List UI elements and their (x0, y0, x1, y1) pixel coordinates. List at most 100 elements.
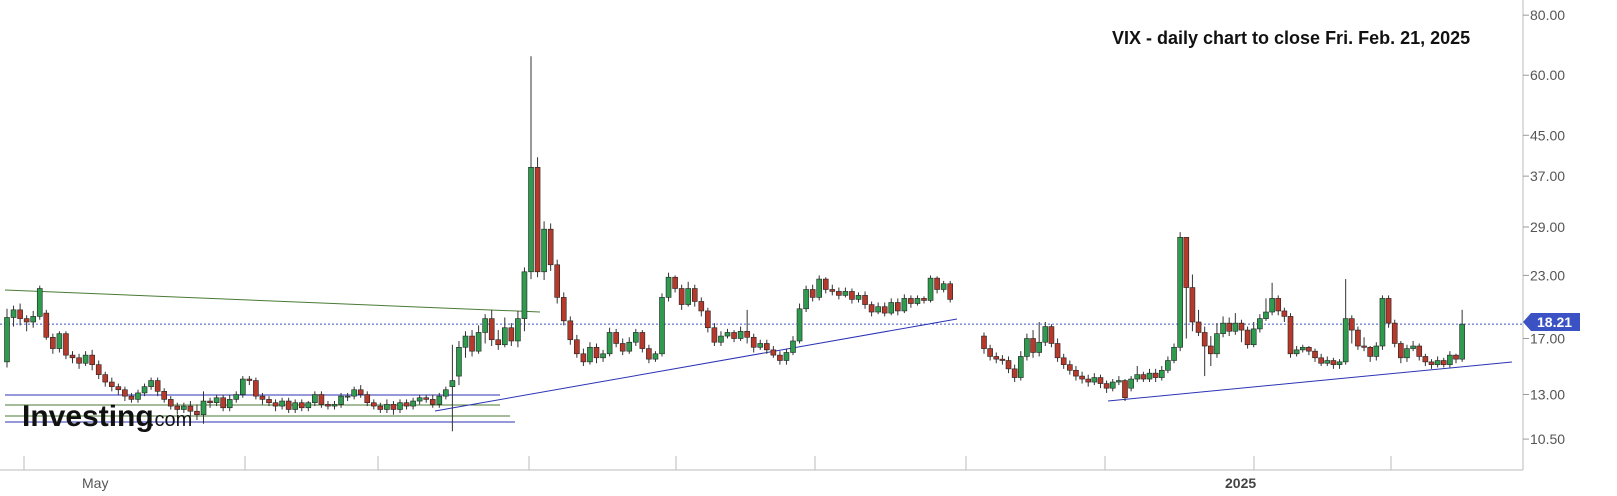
candle-body (1208, 345, 1214, 355)
candle-body (1299, 346, 1306, 351)
candle-body (449, 380, 456, 387)
y-tick-label: 60.00 (1530, 67, 1565, 83)
candle-body (410, 400, 416, 407)
candle-body (501, 327, 508, 346)
candle-body (1152, 372, 1159, 378)
candle-body (1355, 329, 1361, 347)
candle-body (1238, 322, 1245, 331)
candle-body (587, 346, 593, 363)
candle-body (652, 353, 659, 360)
candle-body (443, 389, 449, 397)
candle-body (737, 330, 744, 339)
candle-body (148, 380, 154, 387)
y-tick-labels: 80.00 60.00 45.00 37.00 29.00 23.00 17.00 13.00… (1523, 7, 1565, 447)
candle-body (862, 295, 868, 305)
candle-body (370, 402, 377, 407)
candle-body (1361, 345, 1367, 348)
candle-body (790, 340, 796, 353)
candle-body (626, 341, 633, 352)
candle-body (1257, 318, 1263, 330)
candle-body (1030, 338, 1036, 353)
candle-body (266, 399, 272, 404)
candle-body (357, 389, 364, 395)
candle-body (1336, 361, 1343, 365)
candle-body (987, 348, 993, 357)
candle-body (1146, 372, 1153, 380)
candle-body (4, 317, 10, 363)
candle-body (325, 404, 331, 407)
x-label-2025: 2025 (1225, 475, 1256, 491)
y-tick-label: 45.00 (1530, 127, 1565, 143)
candle-body (1042, 326, 1049, 343)
candle-body (56, 333, 63, 349)
candle-body (724, 332, 731, 337)
candle-body (167, 399, 174, 407)
candle-body (253, 380, 259, 397)
candle-body (632, 332, 639, 343)
candle-body (1048, 326, 1055, 344)
candle-body (344, 395, 351, 398)
candle-body (1398, 343, 1404, 359)
candle-body (1342, 318, 1349, 363)
candle-body (1011, 368, 1018, 378)
candle-body (993, 356, 1000, 360)
candle-body (305, 402, 312, 409)
last-price-badge (1523, 313, 1580, 331)
candle-body (1017, 356, 1024, 378)
candle-body (1287, 316, 1294, 355)
candle-body (377, 405, 384, 410)
candle-body (711, 327, 718, 343)
candle-body (226, 399, 233, 409)
y-tick-label: 10.50 (1530, 431, 1565, 447)
candle-body (488, 318, 495, 341)
candle-body (194, 410, 200, 416)
candle-body (1404, 348, 1410, 359)
candle-body (613, 332, 619, 344)
candle-body (1391, 322, 1398, 344)
candle-body (200, 400, 207, 416)
candle-body (822, 278, 829, 290)
uptrend-line-2024 (434, 318, 958, 412)
candle-body (1349, 318, 1355, 331)
candle-body (1416, 345, 1423, 357)
candle-body (914, 298, 921, 304)
candle-body (1269, 298, 1275, 313)
candle-body (30, 316, 37, 323)
candle-body (731, 332, 737, 339)
candle-body (1140, 374, 1147, 380)
candle-body (927, 277, 934, 301)
candle-body (1183, 237, 1190, 288)
candle-body (757, 343, 764, 348)
candle-body (560, 297, 567, 322)
last-price-value: 18.21 (1537, 314, 1572, 330)
time-axis: May 2025 (0, 456, 1523, 491)
candle-body (174, 405, 181, 410)
candle-body (606, 332, 613, 355)
y-tick-label: 17.00 (1530, 331, 1565, 347)
candle-body (685, 288, 692, 305)
candle-body (1085, 378, 1092, 383)
candle-body (783, 352, 790, 361)
candle-body (1250, 328, 1257, 346)
candle-body (233, 394, 240, 400)
candle-body (1024, 338, 1030, 357)
candle-body (390, 404, 397, 410)
candle-body (947, 283, 954, 300)
candle-body (1244, 329, 1251, 346)
candle-body (1201, 332, 1208, 347)
candle-body (580, 353, 587, 363)
candle-body (816, 278, 823, 298)
candle-body (1067, 364, 1073, 371)
candle-body (1306, 346, 1312, 352)
candle-body (1079, 375, 1085, 380)
candle-body (495, 339, 502, 346)
candle-body (1177, 237, 1183, 348)
candle-body (1226, 322, 1232, 332)
candle-body (1097, 377, 1104, 384)
candle-body (10, 309, 17, 318)
candle-body (1293, 349, 1300, 355)
candle-body (122, 389, 128, 397)
candle-body (705, 310, 711, 329)
candle-body (469, 335, 475, 352)
